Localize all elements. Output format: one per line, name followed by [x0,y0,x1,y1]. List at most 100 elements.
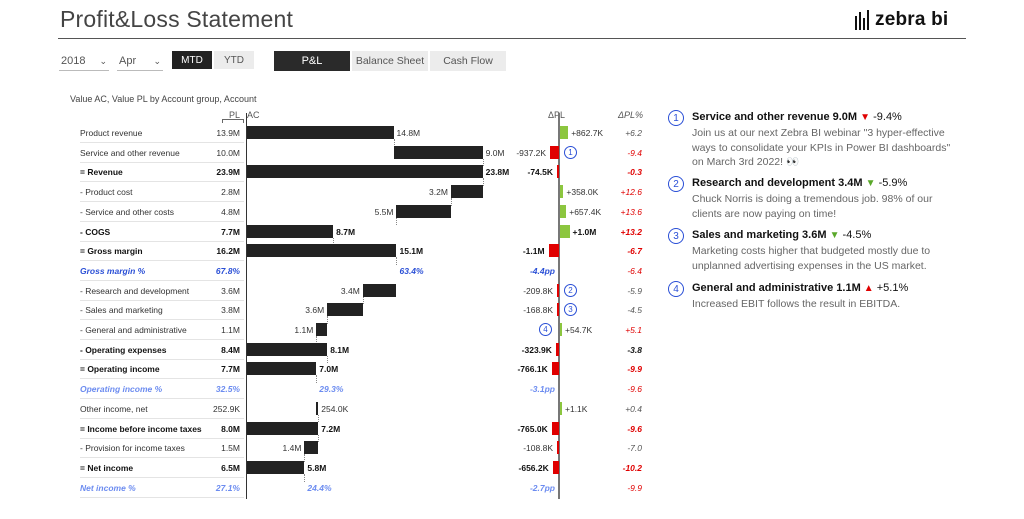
delta-bar[interactable] [557,283,559,297]
row-label: = Gross margin [80,246,143,257]
delta-bar[interactable] [557,165,559,179]
waterfall-bar[interactable] [247,362,317,376]
delta-bar[interactable] [551,362,559,376]
month-dropdown[interactable]: Apr ⌄ [117,52,163,71]
delta-bar[interactable] [560,401,562,415]
waterfall-bar[interactable] [304,441,319,455]
delta-bar[interactable] [548,244,559,258]
delta-bar[interactable] [560,126,569,139]
delta-value-label: -937.2K [516,147,547,158]
waterfall-bar[interactable] [316,401,319,415]
comment-change: -5.9% [875,177,908,189]
row-separator [80,417,244,419]
comment-marker[interactable]: 2 [564,283,577,297]
waterfall-connector [482,178,484,187]
waterfall-bar[interactable] [327,303,363,317]
pl-value: 1.5M [221,443,240,454]
delta-value-label: +657.4K [569,206,602,217]
row-label: - Product cost [80,187,133,198]
waterfall-bar[interactable] [247,421,319,435]
waterfall-bar[interactable] [247,460,305,474]
pl-value: 6.5M [221,462,240,473]
waterfall-connector [362,296,364,305]
pl-value: 67.8% [215,265,240,276]
delta-percent: +13.6 [620,206,642,217]
waterfall-connector [327,355,329,364]
waterfall-axis [246,113,247,499]
ac-value-label: 7.0M [319,364,339,375]
tab-pl[interactable]: P&L [274,51,350,71]
ac-value-label: 8.7M [336,226,356,237]
row-label: - Sales and marketing [80,305,163,316]
comment-marker[interactable]: 1 [564,145,577,159]
tab-balance-sheet[interactable]: Balance Sheet [352,51,428,71]
col-header-pl: PL [229,110,241,120]
delta-value-label: +862.7K [571,128,604,138]
row-label: Service and other revenue [80,147,180,158]
tab-cash-flow[interactable]: Cash Flow [430,51,506,71]
row-label: = Operating income [80,364,160,375]
waterfall-bar[interactable] [316,323,328,336]
delta-bar[interactable] [551,421,559,435]
year-dropdown[interactable]: 2018 ⌄ [59,52,109,71]
waterfall-connector [482,158,484,167]
delta-bar[interactable] [560,204,567,218]
delta-bar[interactable] [555,342,559,356]
ytd-button[interactable]: YTD [214,51,254,69]
col-header-ac: AC [247,110,260,120]
waterfall-connector [393,139,395,147]
delta-percent: -9.9 [627,482,642,493]
zebra-bars-icon [855,10,869,30]
delta-bar[interactable] [557,441,559,455]
comment-change: -9.4% [870,111,902,123]
waterfall-bar[interactable] [393,145,483,159]
comment-body: Marketing costs higher that budgeted mos… [692,245,931,272]
delta-bar[interactable] [552,460,559,474]
comment-marker[interactable]: 3 [564,303,577,317]
delta-value-label: -209.8K [523,285,553,296]
pl-value: 4.8M [221,206,240,217]
row-label: - COGS [80,226,111,237]
row-label: - Research and development [80,285,190,296]
delta-percent: -9.6 [627,423,642,434]
row-separator [80,358,244,360]
row-label: Gross margin % [80,265,146,276]
comment-number: 4 [668,281,684,297]
waterfall-bar[interactable] [450,185,483,199]
row-separator [80,161,244,163]
comment-body: Join us at our next Zebra BI webinar "3 … [692,127,951,168]
waterfall-connector [396,217,398,226]
row-separator [80,220,244,222]
waterfall-bar[interactable] [247,342,328,356]
pl-value: 8.0M [221,423,240,434]
delta-value-label: -108.8K [523,443,553,454]
row-separator [80,496,244,498]
delta-bar[interactable] [557,303,559,317]
ac-value-label: 1.4M [282,443,302,454]
delta-value-label: +54.7K [565,325,593,335]
delta-percent: -0.3 [627,167,642,178]
ac-value-label: 3.2M [429,187,448,198]
row-label: - Operating expenses [80,344,167,355]
waterfall-bar[interactable] [247,224,334,238]
delta-bar[interactable] [560,224,570,238]
pl-value: 2.8M [221,187,240,198]
waterfall-bar[interactable] [247,165,483,179]
delta-bar[interactable] [560,185,564,199]
waterfall-bar[interactable] [247,244,397,258]
ac-value-label: 7.2M [321,423,341,434]
ac-value-label: 5.5M [374,206,394,217]
delta-percent: +6.2 [625,128,642,138]
waterfall-bar[interactable] [247,126,394,139]
pl-value: 3.6M [221,285,240,296]
waterfall-bar[interactable] [396,204,451,218]
delta-bar[interactable] [560,323,562,336]
row-label: Operating income % [80,384,163,395]
delta-bar[interactable] [550,145,559,159]
delta-percent: -6.7 [627,246,642,257]
mtd-button[interactable]: MTD [172,51,212,69]
comment-marker[interactable]: 4 [539,323,552,336]
col-header-dpl-pct: ΔPL% [618,110,644,120]
delta-percent: -4.5 [627,305,642,316]
waterfall-bar[interactable] [362,283,397,297]
